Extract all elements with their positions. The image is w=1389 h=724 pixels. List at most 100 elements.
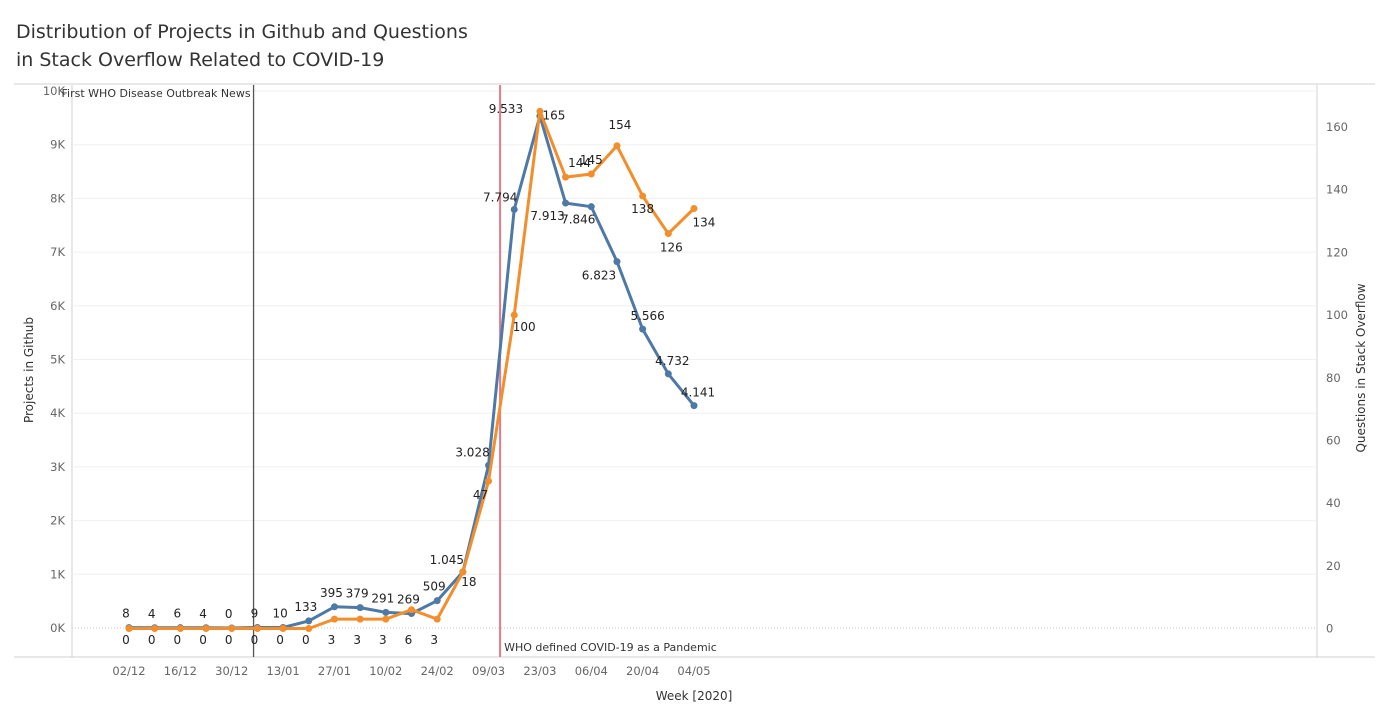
right-axis-title: Questions in Stack Overflow	[1354, 283, 1368, 452]
github-point	[382, 608, 390, 616]
stackoverflow-point	[382, 615, 390, 623]
stackoverflow-data-label: 0	[148, 633, 156, 647]
github-data-label: 1.045	[430, 553, 464, 567]
right-tick-label: 20	[1326, 559, 1341, 573]
stackoverflow-point	[536, 107, 544, 115]
stackoverflow-point	[228, 625, 236, 632]
stackoverflow-point	[407, 606, 415, 614]
stackoverflow-point	[356, 615, 364, 623]
stackoverflow-data-label: 138	[631, 202, 654, 216]
left-axis-title: Projects in Github	[22, 317, 36, 423]
reference-lines	[252, 85, 502, 657]
x-tick-label: 23/03	[523, 664, 556, 678]
stackoverflow-data-label: 0	[251, 633, 259, 647]
stackoverflow-point	[151, 625, 159, 632]
stackoverflow-point	[587, 170, 595, 178]
github-data-label: 9.533	[489, 102, 523, 116]
stackoverflow-data-label: 165	[542, 108, 565, 122]
chart-frame	[14, 83, 1375, 658]
stackoverflow-data-label: 145	[580, 153, 603, 167]
x-axis-title: Week [2020]	[656, 689, 733, 703]
x-tick-label: 30/12	[215, 664, 248, 678]
x-tick-label: 02/12	[112, 664, 145, 678]
github-data-label: 7.913	[530, 209, 564, 223]
chart-title-line-2: in Stack Overflow Related to COVID-19	[16, 49, 385, 71]
x-tick-label: 24/02	[421, 664, 454, 678]
gridlines	[72, 90, 1317, 629]
github-data-label: 10	[272, 606, 287, 620]
stackoverflow-point	[305, 625, 313, 632]
right-tick-label: 40	[1326, 496, 1341, 510]
github-point	[510, 205, 518, 213]
left-tick-label: 3K	[50, 460, 65, 474]
github-data-label: 9	[251, 607, 259, 621]
left-tick-label: 2K	[50, 514, 65, 528]
right-tick-label: 60	[1326, 433, 1341, 447]
right-tick-label: 120	[1326, 245, 1348, 259]
stackoverflow-point	[330, 615, 338, 623]
github-point	[664, 370, 672, 378]
annotation-first-who-news: First WHO Disease Outbreak News	[62, 87, 251, 100]
stackoverflow-point	[202, 625, 210, 632]
x-tick-label: 06/04	[575, 664, 608, 678]
github-point	[433, 597, 441, 605]
github-data-label: 3.028	[455, 445, 489, 459]
stackoverflow-point	[613, 142, 621, 150]
github-data-label: 5.566	[630, 309, 664, 323]
github-data-label: 509	[423, 580, 446, 594]
stackoverflow-data-label: 134	[693, 215, 716, 229]
github-point	[613, 258, 621, 266]
x-tick-label: 09/03	[472, 664, 505, 678]
stackoverflow-data-label: 0	[302, 633, 310, 647]
stackoverflow-data-label: 0	[122, 633, 130, 647]
stackoverflow-data-label: 47	[473, 488, 488, 502]
stackoverflow-point	[125, 625, 133, 632]
annotation-pandemic: WHO defined COVID-19 as a Pandemic	[504, 641, 717, 654]
x-tick-label: 10/02	[369, 664, 402, 678]
stackoverflow-point	[279, 625, 287, 632]
right-tick-label: 160	[1326, 120, 1348, 134]
left-tick-label: 9K	[50, 138, 65, 152]
stackoverflow-point	[253, 625, 261, 632]
github-data-label: 291	[371, 591, 394, 605]
stackoverflow-data-label: 144	[568, 156, 591, 170]
stackoverflow-point	[433, 615, 441, 623]
stackoverflow-point	[690, 204, 698, 212]
stackoverflow-point	[510, 311, 518, 319]
right-tick-label: 0	[1326, 622, 1333, 636]
stackoverflow-point	[562, 173, 570, 181]
left-tick-label: 4K	[50, 406, 65, 420]
github-data-label: 6	[174, 607, 182, 621]
stackoverflow-point	[176, 625, 184, 632]
stackoverflow-questions-line	[129, 109, 696, 630]
github-data-label: 379	[346, 587, 369, 601]
left-tick-label: 0K	[50, 621, 65, 635]
github-point	[690, 402, 698, 410]
stackoverflow-data-label: 18	[461, 575, 476, 589]
github-point	[356, 604, 364, 612]
github-data-label: 0	[225, 607, 233, 621]
github-data-label: 4	[148, 607, 156, 621]
x-tick-label: 16/12	[164, 664, 197, 678]
github-point	[305, 617, 313, 625]
left-tick-label: 8K	[50, 191, 65, 205]
github-data-label: 7.846	[561, 213, 595, 227]
left-tick-label: 10K	[43, 84, 66, 98]
stackoverflow-data-label: 154	[609, 118, 632, 132]
stackoverflow-data-label: 100	[513, 320, 536, 334]
left-tick-label: 5K	[50, 353, 65, 367]
right-tick-label: 140	[1326, 183, 1348, 197]
x-axis-ticks: 02/12 16/12 30/12 13/01 27/01 10/02 24/02 09/03…	[112, 664, 710, 678]
x-tick-label: 20/04	[626, 664, 659, 678]
stackoverflow-point	[459, 568, 467, 576]
github-data-label: 6.823	[582, 269, 616, 283]
right-axis-ticks: 0 20 40 60 80 100 120 140 160	[1326, 120, 1348, 636]
series-group	[125, 107, 698, 632]
x-tick-label: 27/01	[318, 664, 351, 678]
stackoverflow-data-label: 3	[328, 633, 336, 647]
x-tick-label: 04/05	[677, 664, 710, 678]
left-axis-ticks: 0K 1K 2K 3K 4K 5K 6K 7K 8K 9K 10K	[43, 84, 66, 635]
stackoverflow-data-label: 0	[225, 633, 233, 647]
